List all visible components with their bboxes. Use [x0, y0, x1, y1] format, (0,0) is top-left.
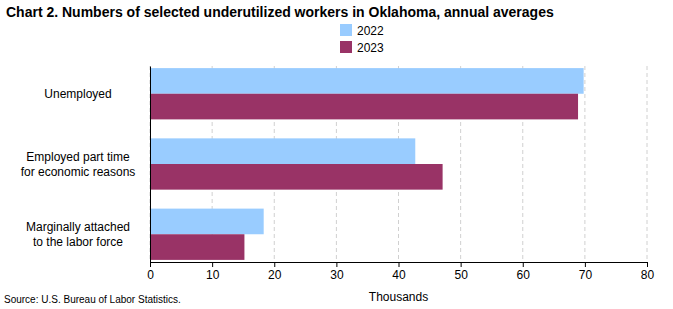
title: Chart 2. Numbers of selected underutiliz…: [6, 4, 554, 20]
x-tick-label: 60: [517, 268, 531, 282]
x-tick-label: 10: [206, 268, 220, 282]
y-tick: Employed part timefor economic reasons: [21, 150, 150, 179]
y-axis: Unemployed Employed part timefor economic…: [21, 67, 151, 263]
bars: [150, 68, 584, 260]
bar: [150, 209, 264, 235]
x-tick-label: 0: [147, 268, 154, 282]
grid-line: [647, 66, 648, 262]
x-tick-mark: [523, 262, 524, 267]
bar: [150, 68, 584, 94]
legend-label: 2022: [357, 24, 384, 38]
x-tick: 20: [268, 262, 282, 282]
y-tick-label: Employed part timefor economic reasons: [21, 150, 136, 179]
y-tick: Unemployed: [44, 87, 150, 101]
x-tick-label: 40: [392, 268, 406, 282]
grid-line: [584, 66, 585, 262]
x-tick: 70: [579, 262, 593, 282]
bar: [150, 164, 443, 190]
y-tick: Marginally attachedto the labor force: [26, 220, 150, 249]
y-axis-line: [150, 67, 151, 263]
grid: [150, 66, 647, 262]
x-tick-mark: [399, 262, 400, 267]
bar: [150, 234, 244, 260]
x-tick: 50: [454, 262, 468, 282]
legend-swatch: [340, 41, 352, 53]
x-axis-title: Thousands: [369, 290, 428, 304]
x-tick-label: 80: [641, 268, 655, 282]
bar: [150, 138, 415, 164]
x-tick: 10: [206, 262, 220, 282]
x-tick-mark: [336, 262, 337, 267]
legend: 2022 2023: [340, 24, 384, 55]
x-axis: 0 10 20 30 40 50 60 70 80: [147, 262, 654, 282]
x-tick-label: 50: [454, 268, 468, 282]
x-tick: 0: [147, 262, 154, 282]
grid-line: [150, 66, 151, 262]
x-tick: 40: [392, 262, 406, 282]
x-tick: 30: [330, 262, 344, 282]
y-tick-label: Unemployed: [44, 87, 111, 101]
chart: Chart 2. Numbers of selected underutiliz…: [0, 0, 673, 309]
x-tick-mark: [274, 262, 275, 267]
x-tick-label: 70: [579, 268, 593, 282]
x-tick-mark: [461, 262, 462, 267]
bar: [150, 94, 578, 120]
x-tick-label: 30: [330, 268, 344, 282]
y-tick-label: Marginally attachedto the labor force: [26, 220, 130, 249]
legend-label: 2023: [357, 41, 384, 55]
x-tick-mark: [585, 262, 586, 267]
x-tick-label: 20: [268, 268, 282, 282]
x-tick: 80: [641, 262, 655, 282]
legend-swatch: [340, 24, 352, 36]
x-tick-mark: [647, 262, 648, 267]
x-tick: 60: [517, 262, 531, 282]
x-tick-mark: [150, 262, 151, 267]
x-tick-mark: [212, 262, 213, 267]
source: Source: U.S. Bureau of Labor Statistics.: [4, 294, 181, 305]
